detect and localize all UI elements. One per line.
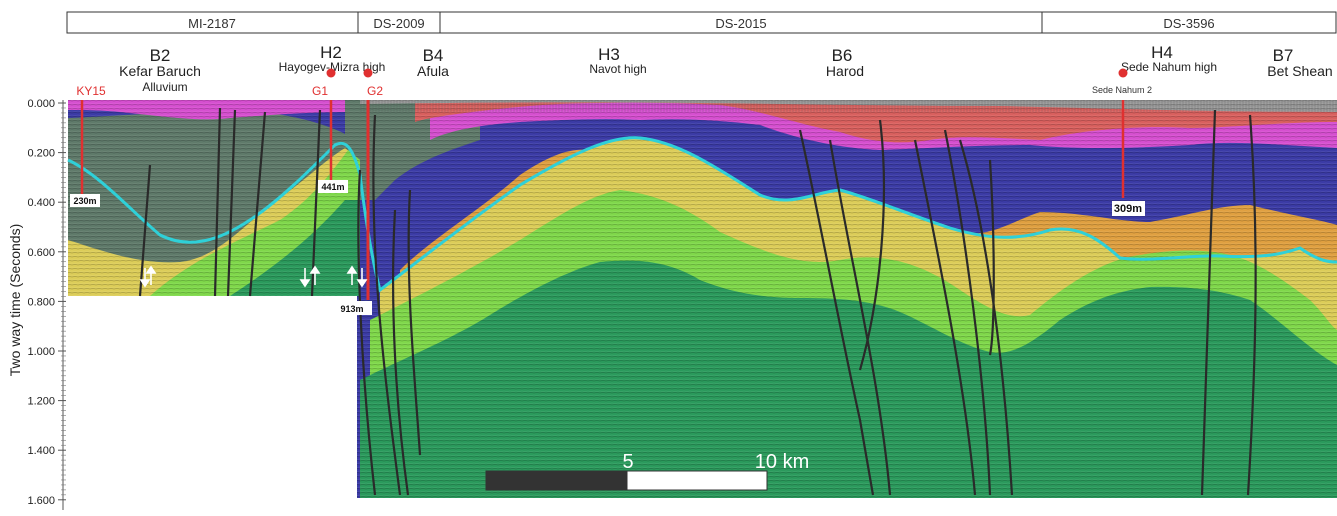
fault-lines bbox=[138, 107, 1257, 496]
well-depth-g1: 441m bbox=[321, 182, 344, 192]
line-box-ds-3596 bbox=[1041, 11, 1337, 34]
arrow-up bbox=[309, 265, 321, 274]
y-axis-tick-label: 1.000 bbox=[27, 346, 55, 358]
structure-code-b4: B4 bbox=[423, 46, 444, 65]
structure-name-b4: Afula bbox=[417, 63, 449, 79]
structure-name-h2: Hayogev-Mizra high bbox=[279, 60, 386, 74]
scale-bar-segment-light bbox=[626, 470, 768, 491]
arrow-down bbox=[299, 279, 311, 288]
well-name-ky15: KY15 bbox=[76, 84, 106, 98]
alluvium-label: Alluvium bbox=[142, 80, 187, 94]
fault bbox=[407, 189, 422, 456]
fault bbox=[828, 139, 892, 496]
well-markers: KY15 G1 G2 Sede Nahum 2 bbox=[76, 68, 1152, 98]
scale-bar: 5 10 km bbox=[485, 451, 809, 491]
y-axis-tick-label: 0.400 bbox=[27, 197, 55, 209]
line-label-ds-3596: DS-3596 bbox=[1163, 16, 1214, 31]
fault bbox=[988, 159, 995, 356]
fault bbox=[943, 129, 992, 496]
depth-box-ky15 bbox=[70, 194, 100, 207]
scale-bar-end-label: 10 km bbox=[755, 451, 809, 473]
surface-trace-ticks bbox=[360, 100, 1337, 112]
depth-box-sede-nahum-2 bbox=[1112, 201, 1145, 216]
arrow-up bbox=[145, 265, 157, 274]
y-axis-tick-label: 0.200 bbox=[27, 148, 55, 160]
fault bbox=[798, 129, 875, 496]
structure-code-h2: H2 bbox=[320, 43, 342, 62]
structure-name-b6: Harod bbox=[826, 63, 864, 79]
structure-name-h4: Sede Nahum high bbox=[1121, 60, 1217, 74]
y-axis-tick-label: 0.800 bbox=[27, 296, 55, 308]
structure-name-b7: Bet Shean bbox=[1267, 63, 1332, 79]
fault bbox=[213, 107, 222, 297]
fault bbox=[913, 139, 977, 496]
structure-code-b6: B6 bbox=[832, 46, 853, 65]
fault bbox=[372, 114, 402, 496]
y-axis: 0.000 0.200 0.400 0.600 0.800 1.000 1.200 1.400… bbox=[7, 98, 66, 510]
well-depth-ky15: 230m bbox=[73, 196, 96, 206]
fault bbox=[1246, 114, 1257, 496]
structure-code-h4: H4 bbox=[1151, 43, 1173, 62]
fault bbox=[858, 119, 886, 371]
well-marker-sede-nahum-2 bbox=[1118, 68, 1128, 78]
line-label-mi-2187: MI-2187 bbox=[188, 16, 236, 31]
well-name-g1: G1 bbox=[312, 84, 328, 98]
fault bbox=[958, 139, 1014, 496]
well-bores bbox=[80, 100, 1125, 300]
y-axis-tick-label: 1.200 bbox=[27, 396, 55, 408]
y-axis-tick-label: 1.600 bbox=[27, 495, 55, 507]
well-marker-g2 bbox=[363, 68, 373, 78]
structure-code-b2: B2 bbox=[150, 46, 171, 65]
depth-box-g2 bbox=[332, 301, 372, 315]
well-depth-sede-nahum-2: 309m bbox=[1114, 203, 1142, 215]
fault bbox=[226, 109, 237, 297]
fault bbox=[310, 109, 322, 297]
y-axis-label: Two way time (Seconds) bbox=[7, 224, 23, 377]
scale-bar-mid-label: 5 bbox=[622, 451, 633, 473]
fault bbox=[357, 169, 377, 496]
structure-name-b2: Kefar Baruch bbox=[119, 63, 201, 79]
well-name-g2: G2 bbox=[367, 84, 383, 98]
arrow-up bbox=[346, 265, 358, 274]
structure-labels: B2 Kefar Baruch H2 Hayogev-Mizra high B4… bbox=[119, 43, 1333, 94]
line-label-ds-2009: DS-2009 bbox=[373, 16, 424, 31]
fault bbox=[1200, 109, 1217, 496]
structure-code-b7: B7 bbox=[1273, 46, 1294, 65]
well-marker-g1 bbox=[326, 68, 336, 78]
line-label-ds-2015: DS-2015 bbox=[715, 16, 766, 31]
fault-motion-arrows bbox=[139, 265, 368, 288]
well-depth-g2: 913m bbox=[340, 304, 363, 314]
y-axis-minor-ticks bbox=[61, 107, 66, 496]
y-axis-tick-label: 0.000 bbox=[27, 98, 55, 110]
seismic-line-header-bar: MI-2187 DS-2009 DS-2015 DS-3596 bbox=[66, 11, 1337, 34]
structure-code-h3: H3 bbox=[598, 45, 620, 64]
arrow-down bbox=[139, 279, 151, 288]
arrow-down bbox=[356, 279, 368, 288]
well-depth-labels: 230m 441m 913m 309m bbox=[70, 180, 1145, 315]
cyan-key-horizon bbox=[67, 136, 1337, 293]
depth-box-g1 bbox=[318, 180, 348, 193]
y-axis-tick-label: 0.600 bbox=[27, 247, 55, 259]
fault bbox=[392, 209, 410, 496]
well-name-sede-nahum-2: Sede Nahum 2 bbox=[1092, 85, 1152, 95]
structure-name-h3: Navot high bbox=[589, 62, 646, 76]
fault bbox=[248, 111, 267, 297]
y-axis-tick-label: 1.400 bbox=[27, 445, 55, 457]
scale-bar-segment-dark bbox=[485, 470, 628, 491]
fault bbox=[138, 164, 152, 297]
